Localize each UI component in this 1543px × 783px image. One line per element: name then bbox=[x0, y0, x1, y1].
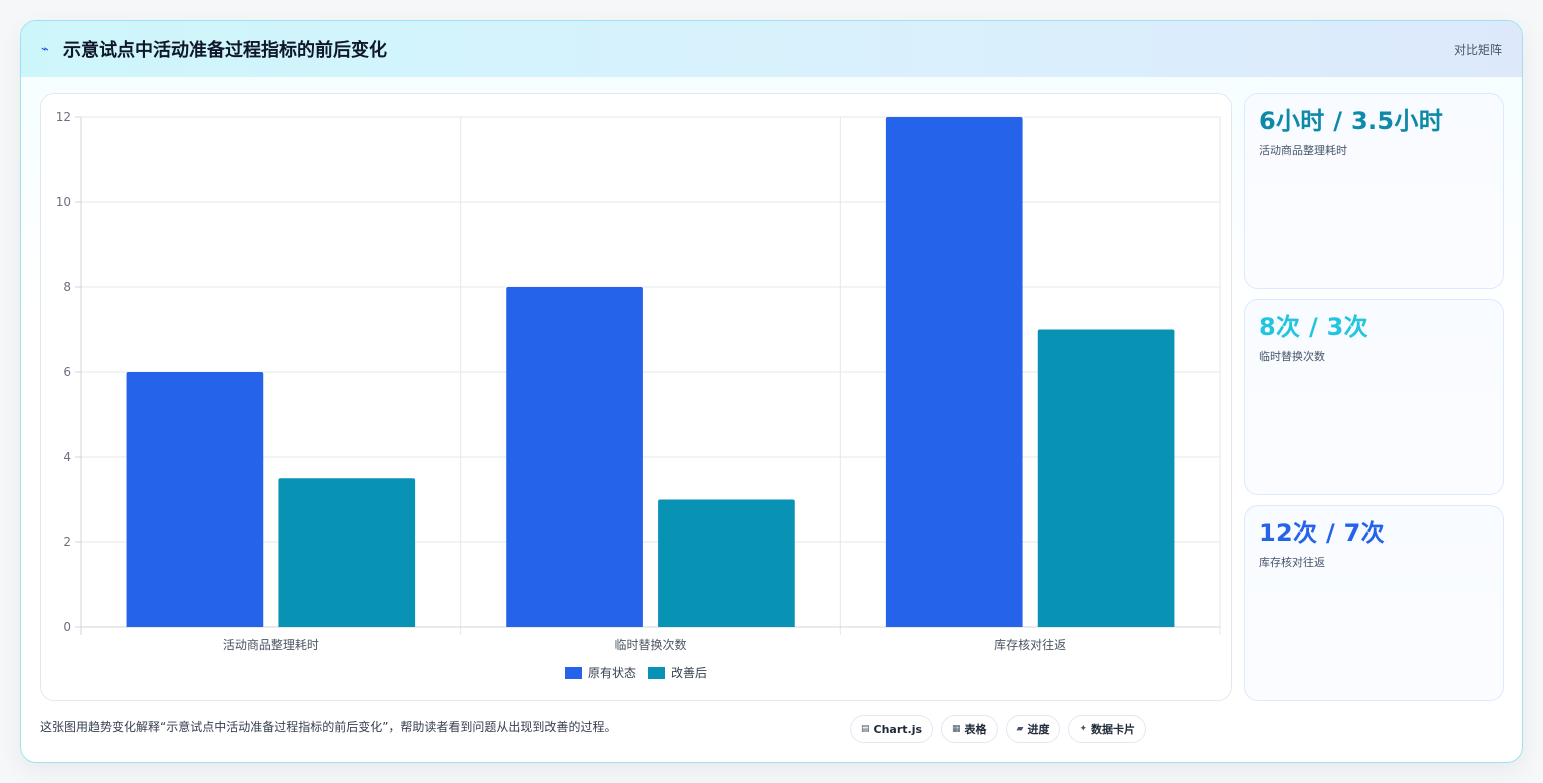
x-tick-label: 临时替换次数 bbox=[614, 637, 686, 652]
table-icon: ▦ bbox=[952, 724, 961, 734]
bar bbox=[278, 478, 416, 627]
chip-data-card[interactable]: ✦ 数据卡片 bbox=[1068, 715, 1147, 743]
sparkle-icon: ✦ bbox=[1079, 724, 1088, 734]
chart-panel: 0 2 4 6 8 10 12 活动商品整理耗时 临时替换次数 库存核对往返 原有状态 改善后 bbox=[40, 93, 1232, 701]
kpi-label: 活动商品整理耗时 bbox=[1259, 144, 1347, 157]
kpi-label: 临时替换次数 bbox=[1259, 350, 1325, 363]
y-tick-label: 12 bbox=[56, 110, 71, 124]
progress-icon: ▰ bbox=[1016, 724, 1024, 734]
bar bbox=[885, 117, 1023, 627]
y-tick-label: 0 bbox=[63, 620, 71, 634]
y-tick-label: 8 bbox=[63, 280, 71, 294]
chart-caption: 这张图用趋势变化解释“示意试点中活动准备过程指标的前后变化”，帮助读者看到问题从… bbox=[40, 720, 617, 734]
bar-chart: 0 2 4 6 8 10 12 活动商品整理耗时 临时替换次数 库存核对往返 bbox=[56, 110, 1221, 652]
x-tick-label: 活动商品整理耗时 bbox=[223, 637, 319, 652]
bolt-icon: ⌁ bbox=[41, 41, 49, 57]
x-tick-label: 库存核对往返 bbox=[994, 637, 1066, 652]
kpi-value: 6小时 / 3.5小时 bbox=[1259, 107, 1443, 135]
legend-item-after[interactable]: 改善后 bbox=[648, 664, 707, 681]
kpi-value: 12次 / 7次 bbox=[1259, 519, 1385, 547]
chip-label: 数据卡片 bbox=[1091, 723, 1136, 736]
kpi-value: 8次 / 3次 bbox=[1259, 313, 1368, 341]
legend-swatch-after bbox=[648, 666, 665, 679]
bar bbox=[506, 287, 643, 627]
bar bbox=[658, 499, 795, 627]
kpi-label: 库存核对往返 bbox=[1259, 556, 1325, 569]
chart-legend: 原有状态 改善后 bbox=[41, 664, 1231, 681]
chip-label: Chart.js bbox=[873, 722, 923, 736]
kpi-card: 8次 / 3次 临时替换次数 bbox=[1244, 299, 1504, 495]
chip-label: 进度 bbox=[1027, 723, 1050, 736]
legend-label-before: 原有状态 bbox=[587, 666, 636, 680]
chart-icon: ▤ bbox=[861, 724, 870, 734]
card-header: ⌁ 示意试点中活动准备过程指标的前后变化 对比矩阵 bbox=[21, 21, 1522, 77]
tool-chips: ▤ Chart.js ▦ 表格 ▰ 进度 ✦ 数据卡片 bbox=[850, 715, 1147, 743]
chip-progress[interactable]: ▰ 进度 bbox=[1005, 715, 1061, 743]
y-tick-label: 6 bbox=[63, 365, 71, 379]
page-title: 示意试点中活动准备过程指标的前后变化 bbox=[63, 40, 387, 61]
chip-table[interactable]: ▦ 表格 bbox=[941, 715, 998, 743]
bar bbox=[1037, 329, 1175, 627]
chip-chartjs[interactable]: ▤ Chart.js bbox=[850, 715, 934, 743]
legend-label-after: 改善后 bbox=[671, 666, 708, 680]
legend-swatch-before bbox=[564, 666, 582, 679]
chip-label: 表格 bbox=[964, 723, 987, 736]
y-tick-label: 4 bbox=[63, 450, 71, 464]
kpi-card: 6小时 / 3.5小时 活动商品整理耗时 bbox=[1244, 93, 1504, 289]
bar bbox=[126, 372, 264, 627]
header-right-label: 对比矩阵 bbox=[1453, 42, 1502, 57]
y-tick-label: 10 bbox=[56, 195, 71, 209]
legend-item-before[interactable]: 原有状态 bbox=[564, 664, 636, 681]
main-card: ⌁ 示意试点中活动准备过程指标的前后变化 对比矩阵 0 2 4 6 8 10 12 活动商品整… bbox=[20, 20, 1523, 763]
y-tick-label: 2 bbox=[63, 535, 71, 549]
kpi-card: 12次 / 7次 库存核对往返 bbox=[1244, 505, 1504, 701]
